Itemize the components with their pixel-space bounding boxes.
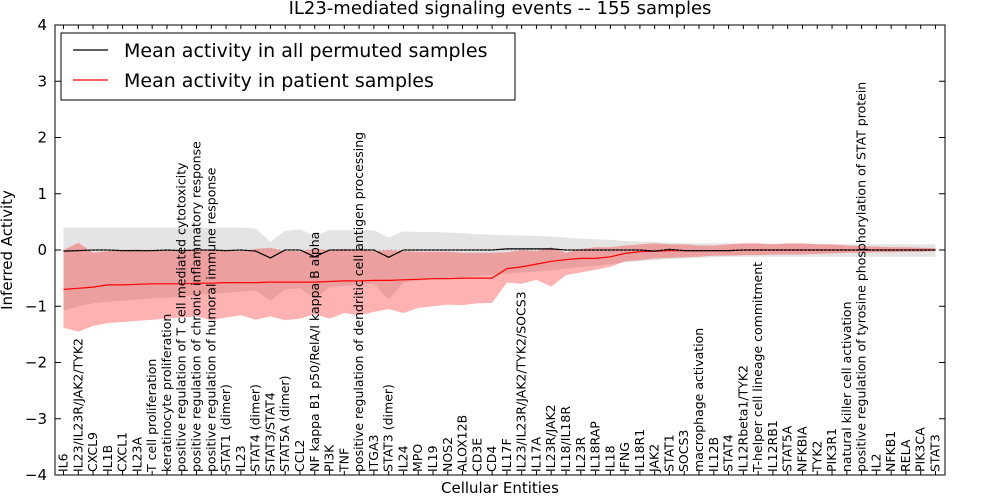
category-label: MPO xyxy=(410,444,425,472)
category-label: IL18R1 xyxy=(632,429,647,472)
category-label: CXCL9 xyxy=(85,432,100,472)
category-label: STAT5A (dimer) xyxy=(277,376,292,472)
x-axis-title: Cellular Entities xyxy=(441,479,559,497)
activity-lines xyxy=(63,248,936,290)
category-label: positive regulation of chronic inflammat… xyxy=(189,141,204,472)
category-label: NF kappa B1 p50/RelA/I kappa B alpha xyxy=(307,232,322,472)
y-axis-ticks: −4 −3 −2 −1 0 1 2 3 4 xyxy=(25,16,945,484)
category-label: IL19 xyxy=(425,445,440,472)
activity-bands xyxy=(63,227,936,332)
category-label: JAK2 xyxy=(647,444,662,473)
category-label: IL23A xyxy=(129,436,144,472)
y-tick-label: 0 xyxy=(37,241,47,259)
y-tick-label: −1 xyxy=(25,297,47,315)
category-label: T-helper cell lineage commitment xyxy=(750,262,765,473)
y-tick-label: 1 xyxy=(37,185,47,203)
category-label: positive regulation of T cell mediated c… xyxy=(174,162,189,472)
category-label: ITGA3 xyxy=(366,434,381,472)
category-label: SOCS3 xyxy=(676,430,691,472)
category-label: CCL2 xyxy=(292,440,307,472)
category-label: positive regulation of humoral immune re… xyxy=(203,167,218,472)
category-label: STAT1 xyxy=(661,434,676,472)
category-label: PIK3CA xyxy=(913,427,928,472)
chart-title: IL23-mediated signaling events -- 155 sa… xyxy=(289,0,712,19)
category-label: IL2 xyxy=(868,453,883,472)
category-label: IL17F xyxy=(499,438,514,472)
category-label: natural killer cell activation xyxy=(839,301,854,472)
category-label: macrophage activation xyxy=(691,328,706,472)
category-label: IL12B xyxy=(706,437,721,472)
category-label: STAT1 (dimer) xyxy=(218,384,233,472)
category-label: PI3K xyxy=(322,444,337,472)
category-label: IL12Rbeta1/TYK2 xyxy=(735,365,750,472)
category-label: IL23 xyxy=(233,445,248,472)
category-label: IL23/IL23R/JAK2/TYK2 xyxy=(70,338,85,472)
category-label: IFNG xyxy=(617,442,632,472)
category-label: IL18 xyxy=(602,445,617,472)
y-tick-label: 4 xyxy=(37,16,47,34)
y-axis-title: Inferred Activity xyxy=(0,190,16,310)
y-tick-label: −2 xyxy=(25,354,47,372)
category-label: ALOX12B xyxy=(455,415,470,472)
category-label: STAT5A xyxy=(780,425,795,472)
category-label: RELA xyxy=(898,439,913,472)
category-label: STAT4 xyxy=(721,434,736,472)
category-label: IL12RB1 xyxy=(765,420,780,472)
category-label: IL23R/JAK2 xyxy=(543,404,558,472)
category-label: CD3E xyxy=(469,438,484,472)
patient-range-band xyxy=(63,242,936,332)
category-label: PIK3R1 xyxy=(824,428,839,472)
category-labels: IL6 IL23/IL23R/JAK2/TYK2 CXCL9 IL1B CXCL1 IL2… xyxy=(56,82,943,473)
category-label: TNF xyxy=(336,448,351,473)
category-label: STAT3/STAT4 xyxy=(262,392,277,472)
category-label: STAT4 (dimer) xyxy=(248,384,263,472)
legend-entry-permuted: Mean activity in all permuted samples xyxy=(124,40,487,62)
category-label: keratinocyte proliferation xyxy=(159,314,174,472)
y-tick-label: −4 xyxy=(25,466,47,484)
x-axis-ticks xyxy=(63,25,936,475)
category-label: IL1B xyxy=(100,445,115,472)
category-label: IL18/IL18R xyxy=(558,406,573,472)
y-tick-label: −3 xyxy=(25,410,47,428)
category-label: positive regulation of dendritic cell an… xyxy=(351,132,366,472)
legend-entry-patient: Mean activity in patient samples xyxy=(124,70,434,92)
permuted-mean-line xyxy=(63,248,936,259)
category-label: positive regulation of tyrosine phosphor… xyxy=(854,82,869,472)
category-label: T cell proliferation xyxy=(144,359,159,473)
legend: Mean activity in all permuted samples Me… xyxy=(60,32,516,101)
category-label: NFKBIA xyxy=(794,426,809,472)
category-label: IL18RAP xyxy=(588,421,603,472)
category-label: CD4 xyxy=(484,446,499,472)
legend-box xyxy=(60,32,516,101)
y-tick-label: 2 xyxy=(37,129,47,147)
category-label: NFKB1 xyxy=(883,431,898,472)
category-label: TYK2 xyxy=(809,441,824,473)
category-label: STAT3 (dimer) xyxy=(381,384,396,472)
category-label: IL23R xyxy=(573,436,588,472)
category-label: CXCL1 xyxy=(115,432,130,472)
category-label: STAT3 xyxy=(928,434,943,472)
category-label: IL17A xyxy=(528,436,543,472)
y-tick-label: 3 xyxy=(37,72,47,90)
category-label: IL6 xyxy=(56,453,71,472)
permuted-range-band xyxy=(63,227,936,311)
category-label: IL24 xyxy=(395,445,410,472)
category-label: NOS2 xyxy=(440,437,455,472)
category-label: IL23/IL23R/JAK2/TYK2/SOCS3 xyxy=(514,291,529,472)
